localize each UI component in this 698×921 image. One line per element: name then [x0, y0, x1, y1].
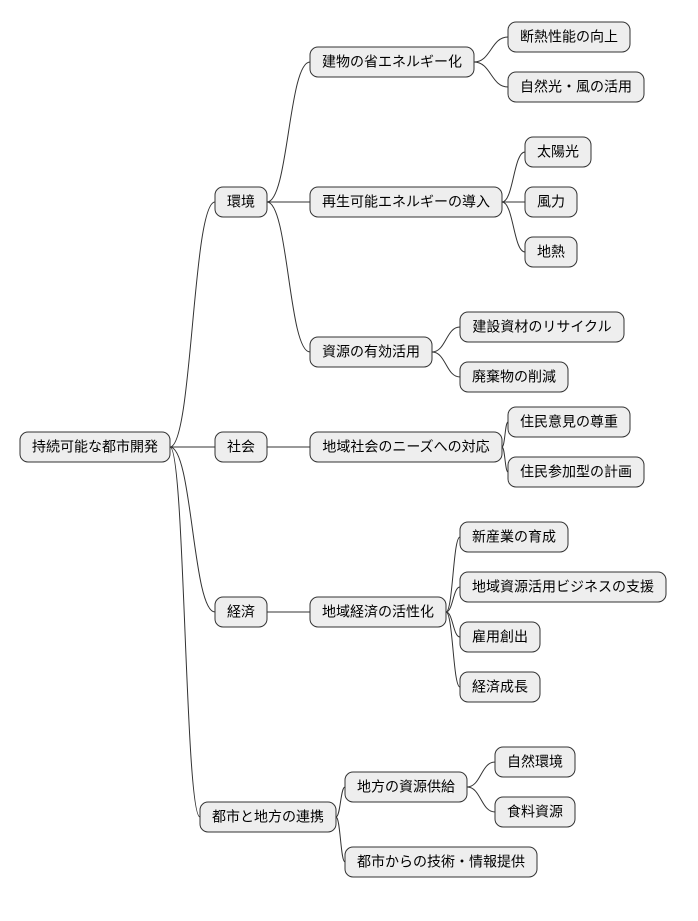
- nodes-layer: 持続可能な都市開発 環境社会経済都市と地方の連携 建物の省エネルギー化再生可能エネル…: [20, 22, 666, 877]
- mindmap-diagram: 持続可能な都市開発 環境社会経済都市と地方の連携 建物の省エネルギー化再生可能エネル…: [0, 0, 698, 921]
- node-label-env3b: 廃棄物の削減: [472, 369, 556, 385]
- node-label-env1a: 断熱性能の向上: [520, 29, 618, 45]
- edge-env2-env2a: [502, 152, 525, 202]
- node-label-link2: 都市からの技術・情報提供: [357, 854, 525, 870]
- edge-env3-env3b: [432, 352, 460, 377]
- node-link2: 都市からの技術・情報提供: [345, 847, 537, 877]
- node-env1a: 断熱性能の向上: [508, 22, 630, 52]
- node-label-link1b: 食料資源: [507, 804, 563, 820]
- edge-soc1-soc1a: [502, 422, 508, 447]
- node-label-env1: 建物の省エネルギー化: [322, 54, 462, 70]
- edge-root-eco: [170, 447, 215, 612]
- node-label-env2b: 風力: [537, 194, 565, 210]
- edge-link1-link1b: [467, 787, 495, 812]
- node-label-env1b: 自然光・風の活用: [520, 79, 632, 95]
- node-env3: 資源の有効活用: [310, 337, 432, 367]
- node-env2: 再生可能エネルギーの導入: [310, 187, 502, 217]
- edge-env3-env3a: [432, 327, 460, 352]
- node-label-eco1d: 経済成長: [472, 679, 528, 695]
- node-eco1a: 新産業の育成: [460, 522, 568, 552]
- edge-env-env3: [267, 202, 310, 352]
- edge-root-env: [170, 202, 215, 447]
- edge-link-link1: [336, 787, 345, 817]
- edge-env-env1: [267, 62, 310, 202]
- edge-link-link2: [336, 817, 345, 862]
- node-label-env3a: 建設資材のリサイクル: [472, 319, 611, 335]
- node-label-env2a: 太陽光: [537, 144, 579, 160]
- node-label-soc1: 地域社会のニーズへの対応: [322, 439, 489, 455]
- node-link: 都市と地方の連携: [200, 802, 336, 832]
- node-label-soc1a: 住民意見の尊重: [520, 414, 618, 430]
- node-label-eco1a: 新産業の育成: [472, 529, 556, 545]
- edge-env2-env2c: [502, 202, 525, 252]
- node-label-link1: 地方の資源供給: [357, 779, 455, 795]
- node-soc1a: 住民意見の尊重: [508, 407, 630, 437]
- edge-soc1-soc1b: [502, 447, 508, 472]
- node-soc1b: 住民参加型の計画: [508, 457, 644, 487]
- node-env2c: 地熱: [525, 237, 577, 267]
- node-link1: 地方の資源供給: [345, 772, 467, 802]
- node-label-eco1: 地域経済の活性化: [322, 604, 434, 620]
- node-label-link1a: 自然環境: [507, 754, 563, 770]
- node-label-env: 環境: [227, 194, 255, 210]
- node-label-eco1b: 地域資源活用ビジネスの支援: [472, 579, 654, 595]
- edge-link1-link1a: [467, 762, 495, 787]
- edge-root-link: [170, 447, 200, 817]
- edge-env1-env1a: [474, 37, 508, 62]
- node-eco1c: 雇用創出: [460, 622, 540, 652]
- node-eco1b: 地域資源活用ビジネスの支援: [460, 572, 666, 602]
- node-soc1: 地域社会のニーズへの対応: [310, 432, 502, 462]
- node-label-soc1b: 住民参加型の計画: [520, 464, 632, 480]
- node-label-link: 都市と地方の連携: [212, 809, 324, 825]
- node-label-root: 持続可能な都市開発: [32, 439, 158, 455]
- node-label-eco: 経済: [227, 604, 255, 620]
- node-eco: 経済: [215, 597, 267, 627]
- node-env3b: 廃棄物の削減: [460, 362, 568, 392]
- node-root: 持続可能な都市開発: [20, 432, 170, 462]
- node-env2b: 風力: [525, 187, 577, 217]
- node-link1a: 自然環境: [495, 747, 575, 777]
- node-env1b: 自然光・風の活用: [508, 72, 644, 102]
- node-label-env2c: 地熱: [537, 244, 565, 260]
- node-env3a: 建設資材のリサイクル: [460, 312, 624, 342]
- node-label-soc: 社会: [227, 439, 255, 455]
- node-eco1d: 経済成長: [460, 672, 540, 702]
- node-env: 環境: [215, 187, 267, 217]
- node-label-env3: 資源の有効活用: [322, 344, 420, 360]
- node-label-env2: 再生可能エネルギーの導入: [322, 194, 490, 210]
- node-eco1: 地域経済の活性化: [310, 597, 446, 627]
- node-env2a: 太陽光: [525, 137, 591, 167]
- node-link1b: 食料資源: [495, 797, 575, 827]
- node-label-eco1c: 雇用創出: [472, 629, 528, 645]
- edge-env1-env1b: [474, 62, 508, 87]
- node-soc: 社会: [215, 432, 267, 462]
- node-env1: 建物の省エネルギー化: [310, 47, 474, 77]
